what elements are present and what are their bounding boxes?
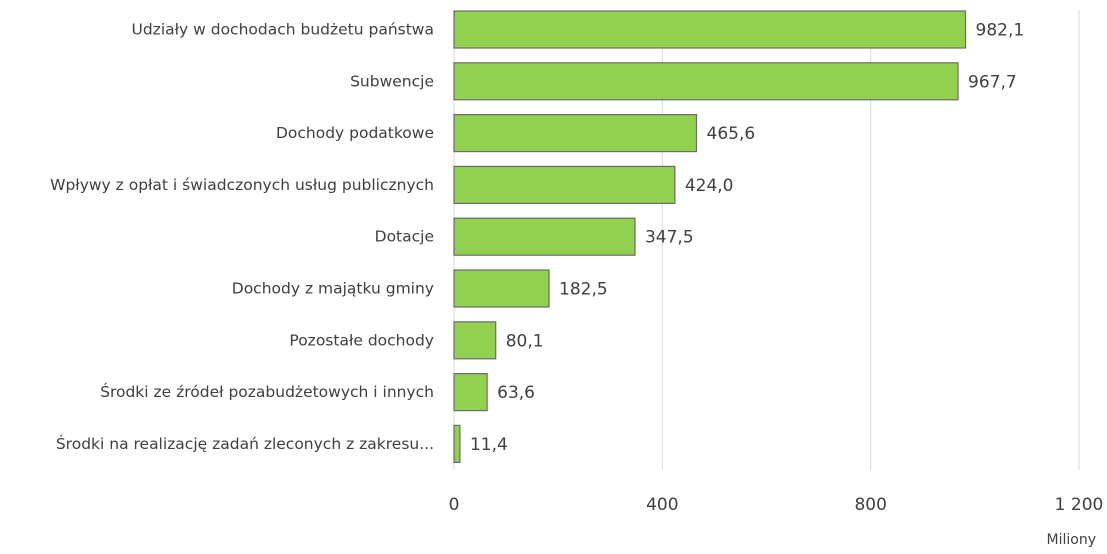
x-tick-label: 1 200 <box>1055 495 1104 515</box>
category-label: Środki ze źródeł pozabudżetowych i innyc… <box>100 382 434 401</box>
x-axis-tick-labels: 0 400 800 1 200 <box>449 495 1104 515</box>
category-label: Subwencje <box>350 72 434 90</box>
bar <box>453 424 461 463</box>
x-tick-label: 800 <box>854 495 886 515</box>
category-label: Wpływy z opłat i świadczonych usług publ… <box>50 176 434 194</box>
data-label: 80,1 <box>506 331 544 351</box>
category-label: Środki na realizację zadań zleconych z z… <box>56 434 434 453</box>
bar <box>453 217 636 256</box>
data-label: 982,1 <box>976 21 1025 41</box>
x-tick-label: 400 <box>646 495 678 515</box>
data-label: 424,0 <box>685 176 734 196</box>
axis-unit-label: Miliony <box>1047 532 1096 548</box>
data-label: 347,5 <box>645 228 694 248</box>
bars <box>453 10 967 463</box>
bar <box>453 113 698 153</box>
bar <box>453 321 497 360</box>
bar <box>453 373 488 412</box>
category-label: Udziały w dochodach budżetu państwa <box>132 21 435 39</box>
category-label: Pozostałe dochody <box>289 331 434 349</box>
data-label: 465,6 <box>707 124 756 144</box>
data-label: 63,6 <box>497 383 535 403</box>
bar <box>453 10 967 49</box>
category-label: Dochody z majątku gminy <box>232 280 434 298</box>
data-label: 967,7 <box>968 72 1017 92</box>
x-tick-label: 0 <box>449 495 460 515</box>
bar <box>453 165 676 204</box>
value-labels: 982,1 967,7 465,6 424,0 347,5 182,5 80,1 63,6 11… <box>470 21 1024 455</box>
category-label: Dochody podatkowe <box>276 124 434 142</box>
bar <box>453 269 550 308</box>
category-label: Dotacje <box>375 228 434 246</box>
data-label: 11,4 <box>470 435 508 455</box>
data-label: 182,5 <box>559 280 608 300</box>
bar <box>453 62 959 101</box>
category-labels: Udziały w dochodach budżetu państwa Subwe… <box>50 21 434 453</box>
